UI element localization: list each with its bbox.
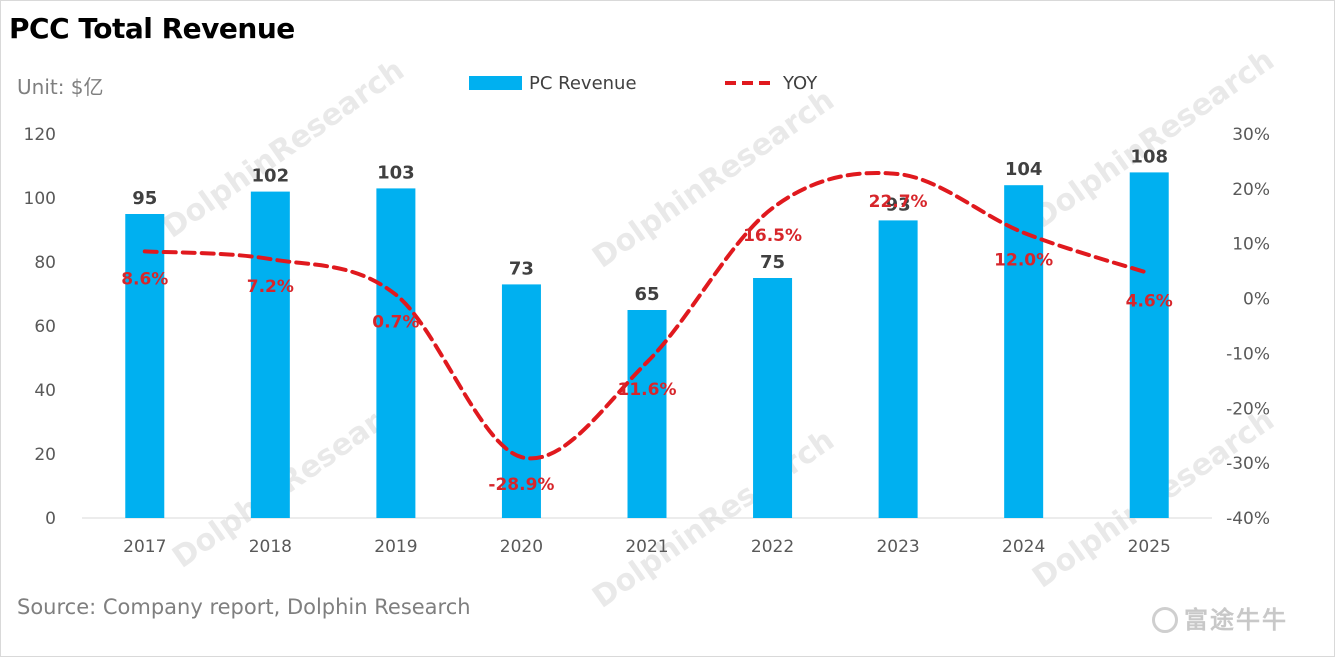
revenue-bar [1129,172,1169,518]
bar-value-label: 65 [634,284,659,305]
yoy-value-label: 0.7% [372,313,419,333]
right-axis-tick-label: 20% [1232,180,1270,200]
bar-value-label: 102 [252,166,290,187]
revenue-bar [878,220,918,518]
legend-bar-swatch [469,76,522,90]
yoy-line [142,170,1152,461]
brand-logo: 富途牛牛 [1152,600,1288,635]
bar-value-label: 73 [509,258,534,279]
x-axis-tick-label: 2020 [500,537,543,557]
yoy-value-label: 8.6% [121,269,168,289]
watermark-text: DolphinResearch [586,83,840,276]
yoy-series [142,170,1152,461]
source-note: Source: Company report, Dolphin Research [17,595,471,619]
revenue-bar [627,310,667,518]
x-axis-tick-label: 2023 [876,537,919,557]
x-axis-tick-label: 2025 [1128,537,1171,557]
revenue-bar [501,284,541,518]
right-axis-tick-label: -10% [1226,344,1270,364]
right-axis-tick-label: -30% [1226,454,1270,474]
bar-series [125,172,1169,518]
bar-value-label: 93 [886,194,911,215]
bar-value-label: 104 [1005,159,1043,180]
legend: PC Revenue YOY [469,73,818,94]
bar-value-label: 95 [132,188,157,209]
revenue-bar [376,188,416,518]
yoy-value-label: -28.9% [488,475,554,495]
revenue-bar [753,278,793,518]
right-axis-tick-label: -40% [1226,509,1270,529]
chart-title: PCC Total Revenue [9,12,295,45]
legend-line-label: YOY [782,73,818,94]
left-axis-tick-label: 80 [34,253,56,273]
right-axis-tick-label: 10% [1232,235,1270,255]
revenue-bar [250,191,290,518]
watermark-layer: DolphinResearch DolphinResearch DolphinRes… [156,43,1280,616]
data-labels: 95 102 103 73 65 75 93 104 108 8.6% 7.2% 0.7% -28.9%… [121,146,1173,495]
left-axis-tick-label: 40 [34,381,56,401]
x-axis-tick-label: 2019 [374,537,417,557]
left-axis-tick-label: 60 [34,317,56,337]
left-axis-tick-label: 120 [24,125,56,145]
yoy-value-label: 7.2% [247,277,294,297]
yoy-value-label: 22.7% [869,192,928,212]
unit-label: Unit: $亿 [17,75,104,99]
revenue-bar [1004,185,1044,518]
x-axis-tick-label: 2022 [751,537,794,557]
x-axis-tick-label: 2018 [249,537,292,557]
watermark-text: DolphinResearch [586,423,840,616]
yoy-value-label: 11.6% [618,380,677,400]
brand-text: 富途牛牛 [1184,606,1288,634]
x-axis-tick-label: 2021 [625,537,668,557]
bar-value-label: 108 [1130,146,1168,167]
left-axis-tick-label: 0 [45,509,56,529]
bar-value-label: 103 [377,162,415,183]
left-axis-tick-label: 100 [24,189,56,209]
right-axis-tick-label: -20% [1226,399,1270,419]
legend-bar-label: PC Revenue [529,73,637,94]
brand-icon [1152,607,1178,633]
yoy-value-label: 12.0% [994,251,1053,271]
left-axis-tick-label: 20 [34,445,56,465]
bar-value-label: 75 [760,252,785,273]
yoy-value-label: 4.6% [1126,291,1173,311]
axes: 0 20 40 60 80 100 120 -40% -30% -20% -10% 0% 10% 20% 3… [24,125,1270,557]
x-axis-tick-label: 2024 [1002,537,1045,557]
revenue-bar [125,214,165,518]
right-axis-tick-label: 0% [1243,290,1270,310]
yoy-value-label: 16.5% [743,226,802,246]
x-axis-tick-label: 2017 [123,537,166,557]
right-axis-tick-label: 30% [1232,125,1270,145]
